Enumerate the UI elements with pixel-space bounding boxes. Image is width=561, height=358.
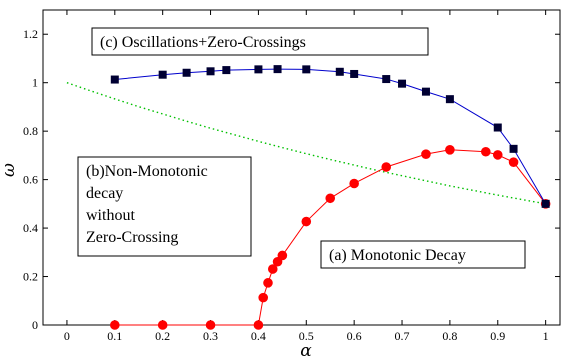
black-square-marker <box>421 87 430 96</box>
series-layer <box>66 65 551 330</box>
red-circle-marker <box>157 320 168 330</box>
red-circle-marker <box>267 264 278 274</box>
annotation-text: (a) Monotonic Decay <box>329 247 466 264</box>
red-circle-marker <box>272 256 283 267</box>
black-square-marker <box>335 67 344 76</box>
annotation-text: (b)Non-Monotonic <box>86 163 208 180</box>
red-circle-marker <box>492 150 503 160</box>
y-tick-label: 0.6 <box>23 173 38 187</box>
y-axis-label: ω <box>0 163 19 177</box>
black-square-marker <box>222 66 231 75</box>
red-circle-marker <box>110 320 120 330</box>
black-square-marker <box>254 65 263 74</box>
y-tick-label: 1 <box>32 76 38 90</box>
annotation-box <box>77 156 252 257</box>
y-tick-label: 0.8 <box>23 124 38 138</box>
black-square-marker <box>541 199 550 208</box>
annotation-box <box>91 27 429 56</box>
annotation-b: (b)Non-Monotonic decay without Zero-Crossin… <box>77 156 252 257</box>
annotation-text: decay <box>86 185 123 202</box>
x-tick-label: 0.1 <box>107 329 122 343</box>
red-circle-marker <box>508 157 519 167</box>
annotation-a: (a) Monotonic Decay <box>320 240 526 269</box>
x-tick-label: 0.2 <box>155 329 170 343</box>
x-tick-label: 0.4 <box>251 329 266 343</box>
y-tick-label: 0.2 <box>23 270 38 284</box>
annotation-box <box>320 240 526 269</box>
black-square-marker <box>182 68 191 77</box>
black-square-marker <box>398 79 407 88</box>
red-circle-marker <box>445 145 455 155</box>
x-tick-label: 0.9 <box>490 329 505 343</box>
red-circle-marker <box>301 216 312 227</box>
black-square-marker <box>273 65 282 74</box>
annotation-text: (c) Oscillations+Zero-Crossings <box>100 34 306 51</box>
black-square-marker <box>350 69 359 78</box>
red-circle-marker <box>263 278 273 288</box>
red-circle-marker <box>481 146 491 157</box>
annotation-text: without <box>86 207 135 224</box>
annotation-text: Zero-Crossing <box>86 229 178 246</box>
red-circle-marker <box>205 320 216 330</box>
x-tick-label: 0.8 <box>442 329 457 343</box>
black-square-marker <box>158 70 167 79</box>
x-tick-label: 0.3 <box>203 329 218 343</box>
red-circle-marker <box>349 178 359 189</box>
red-circle-marker <box>277 250 288 261</box>
y-tick-label: 1.2 <box>23 27 38 41</box>
black-square-marker <box>509 144 518 153</box>
y-tick-label: 0 <box>32 318 38 332</box>
black-square-marker <box>493 123 502 132</box>
red-circle-marker <box>253 320 264 330</box>
red-circle-marker <box>258 292 269 303</box>
annotations-layer: (c) Oscillations+Zero-Crossings (b)Non-Mo… <box>77 27 526 269</box>
red-circle-marker <box>381 162 392 172</box>
red-circle-marker <box>325 193 336 204</box>
axis-ticks: 0 0.1 0.2 0.3 0.4 0.5 0.6 0.7 0.8 0.9 1 0 0.2 0.4 0.6 0… <box>23 10 560 343</box>
x-axis-label: α <box>300 341 312 358</box>
annotation-c: (c) Oscillations+Zero-Crossings <box>91 27 429 56</box>
x-tick-label: 0 <box>64 329 70 343</box>
x-tick-label: 0.7 <box>395 329 410 343</box>
x-tick-label: 0.5 <box>299 329 314 343</box>
black-square-marker <box>206 67 215 76</box>
red-circle-marker <box>421 149 431 159</box>
x-tick-label: 1 <box>543 329 549 343</box>
black-square-marker <box>445 95 454 104</box>
black-square-marker <box>382 75 391 84</box>
x-tick-label: 0.6 <box>347 329 362 343</box>
black-square-marker <box>302 65 311 74</box>
black-square-marker <box>110 75 119 84</box>
y-tick-label: 0.4 <box>23 221 38 235</box>
